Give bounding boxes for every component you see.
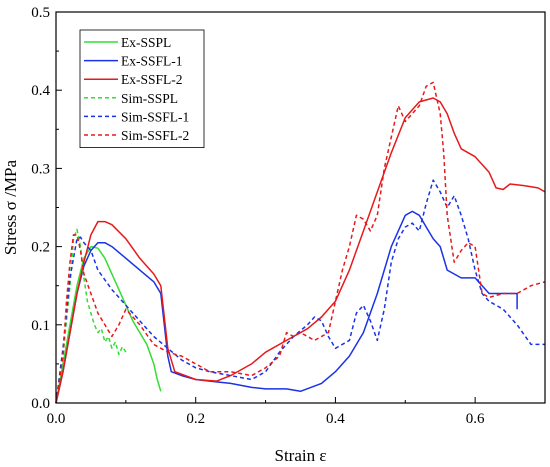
y-tick-label: 0.3 (31, 161, 50, 177)
series-line-ex-ssfl-1 (55, 210, 518, 404)
x-tick-label: 0.2 (186, 411, 205, 427)
y-tick-label: 0.1 (31, 318, 50, 334)
series-line-sim-ssfl-2 (55, 81, 546, 404)
x-axis-label: Strain ε (275, 446, 327, 465)
plot-lines (55, 81, 546, 404)
y-tick-label: 0.0 (31, 396, 50, 412)
legend-label: Sim-SSFL-2 (121, 128, 189, 143)
x-tick-label: 0.4 (326, 411, 345, 427)
y-tick-label: 0.5 (31, 5, 50, 21)
legend: Ex-SSPL Ex-SSFL-1 Ex-SSFL-2 Sim-SSPL Sim-SSF… (79, 29, 205, 148)
x-tick-label: 0.0 (47, 411, 66, 427)
legend-box (79, 29, 205, 148)
legend-label: Sim-SSPL (121, 91, 178, 106)
legend-label: Ex-SSFL-1 (121, 54, 183, 69)
series-line-sim-ssfl-1 (55, 179, 545, 404)
axis-ticks (55, 11, 476, 404)
legend-label: Sim-SSFL-1 (121, 109, 189, 124)
x-tick-label: 0.6 (466, 411, 485, 427)
legend-label: Ex-SSFL-2 (121, 72, 183, 87)
y-tick-label: 0.4 (31, 83, 50, 99)
y-axis-label: Stress σ /MPa (1, 159, 20, 255)
y-tick-label: 0.2 (31, 240, 50, 256)
series-line-ex-ssfl-2 (55, 97, 546, 404)
series-line-ex-sspl (55, 245, 162, 404)
legend-label: Ex-SSPL (121, 35, 171, 50)
tick-labels: 0.0 0.2 0.4 0.6 0.0 0.1 0.2 0.3 0.4 0.5 (31, 5, 485, 427)
